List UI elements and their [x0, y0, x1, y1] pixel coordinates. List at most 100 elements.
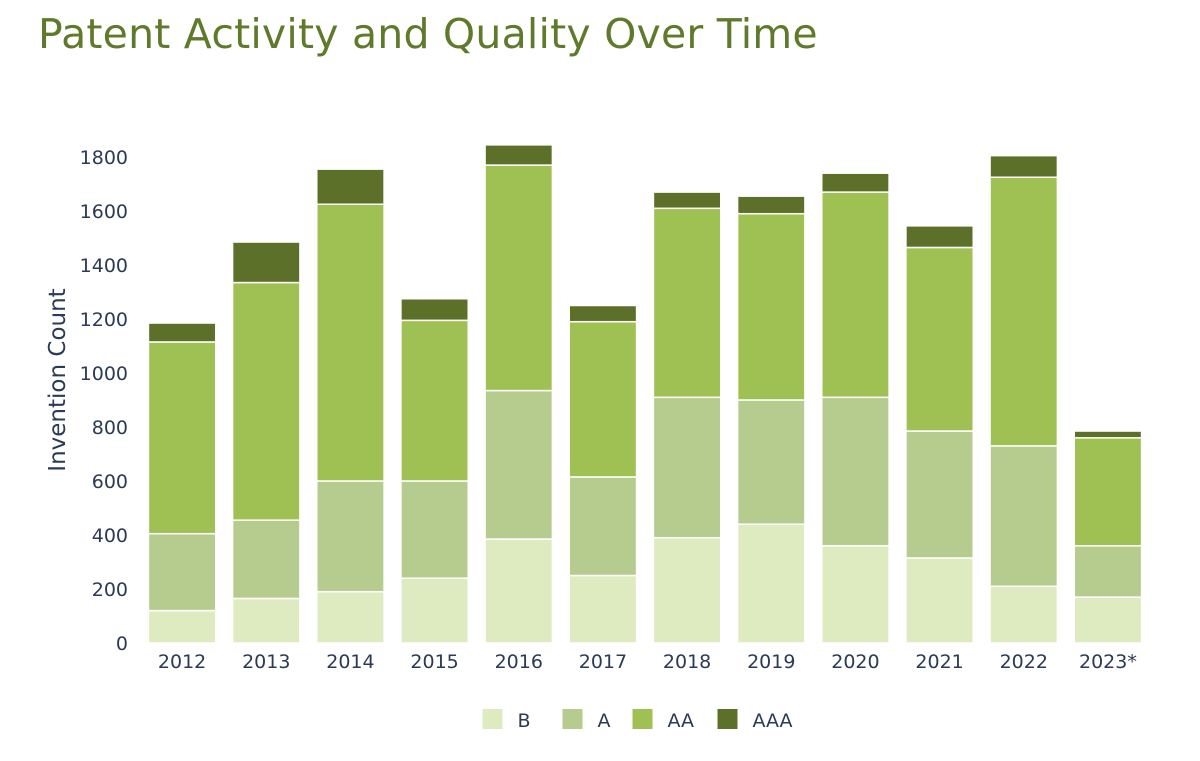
bar-stack-2015 [400, 298, 470, 644]
bar-segment-aaa [400, 298, 470, 322]
bar-segment-aa [821, 191, 890, 399]
bar-segment-b [231, 597, 301, 644]
bar-segment-b [147, 609, 217, 644]
legend-label: AAA [753, 710, 793, 732]
y-axis-title: Invention Count [45, 288, 71, 471]
legend-label: A [598, 710, 611, 732]
bar-segment-b [568, 574, 638, 644]
bar-segment-b [989, 585, 1059, 644]
y-axis: 0 200 400 600 800 1000 1200 1400 1600 1800 [80, 147, 128, 655]
y-tick-label: 1200 [80, 309, 128, 331]
bar-stack-2019 [736, 195, 806, 644]
bar-stack-2012 [147, 322, 217, 644]
x-tick-label: 2012 [158, 651, 206, 673]
y-tick-label: 1400 [80, 255, 128, 277]
bar-segment-aaa [821, 172, 890, 193]
bar-segment-a [905, 430, 974, 559]
x-tick-label: 2023* [1079, 651, 1137, 673]
bar-segment-b [400, 577, 470, 644]
legend-label: AA [668, 710, 695, 732]
bar-segment-aa [484, 164, 554, 392]
bar-segment-a [484, 389, 554, 540]
bar-segment-b [821, 545, 890, 644]
bar-segment-a [821, 396, 890, 547]
bar-segment-aa [736, 212, 806, 401]
y-tick-label: 1000 [80, 363, 128, 385]
bar-segment-a [989, 445, 1059, 588]
bar-segment-b [1073, 596, 1143, 644]
bar-stack-2023 [1073, 430, 1143, 644]
bar-segment-aa [316, 203, 385, 482]
bar-segment-b [652, 536, 722, 644]
bar-segment-b [905, 557, 974, 644]
x-tick-label: 2021 [915, 651, 963, 673]
bar-stack-2017 [568, 304, 638, 644]
y-tick-label: 0 [116, 633, 128, 655]
x-tick-label: 2020 [831, 651, 879, 673]
x-tick-label: 2015 [410, 651, 458, 673]
bar-segment-aaa [316, 168, 385, 205]
y-tick-label: 200 [92, 579, 128, 601]
bar-segment-aa [568, 320, 638, 478]
bar-stack-2014 [316, 168, 385, 644]
x-tick-label: 2017 [579, 651, 627, 673]
bar-stack-2018 [652, 191, 722, 644]
bar-segment-a [736, 399, 806, 525]
legend-swatch [717, 709, 738, 729]
bar-segment-aa [400, 319, 470, 482]
bar-stack-2013 [231, 241, 301, 644]
bar-segment-a [231, 519, 301, 600]
bar-segment-aaa [1073, 430, 1143, 439]
y-tick-label: 400 [92, 525, 128, 547]
legend-item-b: B [482, 709, 531, 732]
x-tick-label: 2018 [663, 651, 711, 673]
legend-item-aaa: AAA [717, 709, 793, 732]
bar-segment-a [1073, 545, 1143, 598]
bar-segment-a [568, 476, 638, 577]
bar-segment-aaa [231, 241, 301, 284]
legend-swatch [632, 709, 653, 729]
y-tick-label: 1800 [80, 147, 128, 169]
bar-segment-aaa [568, 304, 638, 323]
bar-segment-b [736, 523, 806, 644]
x-tick-label: 2013 [242, 651, 290, 673]
bar-segment-aa [905, 246, 974, 432]
legend-item-aa: AA [632, 709, 695, 732]
bar-segment-aa [1073, 437, 1143, 547]
chart-title: Patent Activity and Quality Over Time [38, 10, 818, 58]
bar-segment-aaa [652, 191, 722, 210]
bar-segment-aaa [736, 195, 806, 215]
bar-segment-b [484, 538, 554, 644]
bar-segment-a [400, 480, 470, 579]
bar-stack-2022 [989, 154, 1059, 644]
legend-swatch [562, 709, 583, 729]
bar-segment-b [316, 590, 385, 644]
bar-stack-2020 [821, 172, 890, 644]
y-tick-label: 600 [92, 471, 128, 493]
legend-label: B [518, 710, 531, 732]
x-axis: 2012 2013 2014 2015 2016 2017 2018 2019 2020 2021… [158, 651, 1137, 673]
bar-segment-aa [989, 176, 1059, 447]
bar-segment-aaa [905, 225, 974, 249]
y-tick-label: 1600 [80, 201, 128, 223]
bar-segment-aa [231, 281, 301, 521]
x-tick-label: 2014 [326, 651, 374, 673]
bar-segment-aa [147, 341, 217, 535]
legend: B A AA AAA [482, 709, 793, 732]
bar-segment-aaa [484, 144, 554, 166]
bar-segment-a [147, 532, 217, 612]
legend-swatch [482, 709, 503, 729]
bar-stack-2021 [905, 225, 974, 644]
bar-stack-2016 [484, 144, 554, 644]
bar-segment-a [652, 396, 722, 539]
y-tick-label: 800 [92, 417, 128, 439]
bar-segment-a [316, 480, 385, 593]
x-tick-label: 2022 [1000, 651, 1048, 673]
bar-segment-aaa [147, 322, 217, 343]
bar-segment-aaa [989, 154, 1059, 178]
bar-segment-aa [652, 207, 722, 399]
bars [147, 144, 1143, 644]
x-tick-label: 2019 [747, 651, 795, 673]
legend-item-a: A [562, 709, 611, 732]
